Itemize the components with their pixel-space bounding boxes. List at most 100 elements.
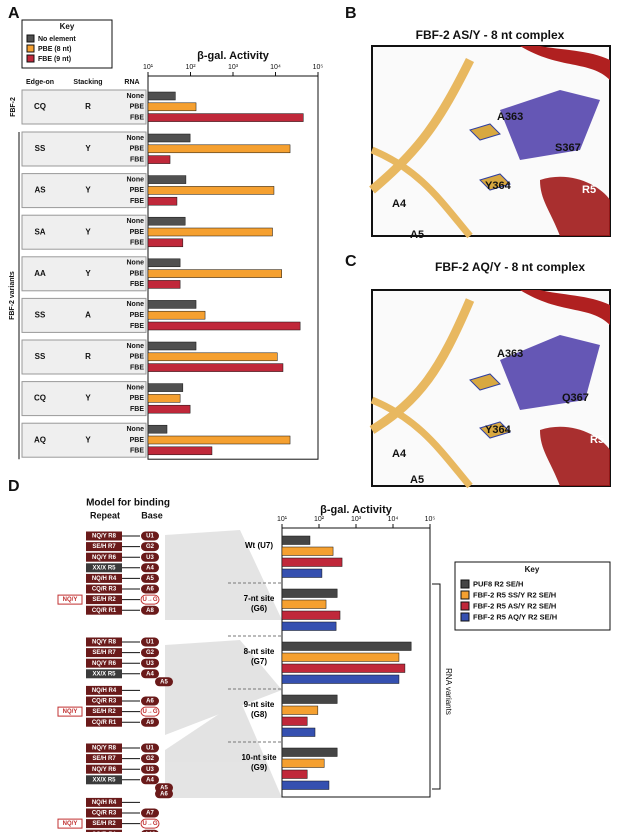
connector-wedges	[165, 530, 282, 798]
repeat-box	[86, 552, 122, 562]
repeat-box	[86, 696, 122, 706]
category-label: 9-nt site (G8)	[243, 700, 275, 719]
bar	[281, 652, 400, 662]
stacking-label: Y	[85, 227, 91, 236]
residue-label: Y364	[485, 424, 512, 436]
structure-b	[369, 45, 611, 239]
repeat-label: XX/X R5	[92, 671, 116, 677]
base-pill	[155, 789, 173, 799]
repeat-box	[86, 563, 122, 573]
base-label: U3	[146, 661, 154, 667]
repeat-box	[86, 648, 122, 658]
residue-label: A5	[410, 229, 424, 241]
repeat-label: SE/H R7	[92, 650, 116, 656]
rna-label: PBE	[130, 395, 145, 402]
base-pill	[141, 563, 159, 573]
residue-label: R5	[590, 434, 604, 446]
x-tick-label: 10³	[351, 516, 362, 523]
edge-on-label: AQ	[34, 435, 46, 444]
rna-label: None	[127, 384, 145, 391]
edge-on-label: AA	[34, 269, 46, 278]
panel-letter: B	[345, 5, 357, 22]
base-pill	[141, 717, 159, 727]
rna-label: None	[127, 301, 145, 308]
mutation-label: NQ/Y	[63, 821, 78, 827]
repeat-label: CQ/R R3	[92, 587, 117, 593]
base-pill	[140, 706, 160, 717]
repeat-label: NQ/H R4	[92, 576, 117, 582]
rna-label: PBE	[130, 146, 145, 153]
residue-label: R5	[582, 184, 596, 196]
repeat-label: NQ/H R4	[92, 800, 117, 806]
repeat-label: NQ/Y R8	[92, 640, 117, 646]
base-label: A8	[146, 608, 154, 614]
column-header: RNA	[124, 79, 139, 86]
category-text: 9-nt site (G8)	[243, 700, 275, 719]
side-label: RNA variants	[444, 668, 453, 715]
rna-label: PBE	[130, 270, 145, 277]
bar	[147, 91, 176, 101]
x-tick-label: 10²	[185, 64, 196, 71]
repeat-label: CQ/R R1	[92, 720, 117, 726]
column-header: Edge-on	[26, 79, 54, 86]
legend-label: PUF8 R2 SE/H	[473, 579, 523, 588]
rna-label: FBE	[130, 406, 144, 413]
base-header: Base	[141, 510, 163, 520]
base-pill	[141, 658, 159, 668]
base-pill	[141, 552, 159, 562]
bar	[147, 175, 187, 184]
bar	[281, 599, 327, 609]
repeat-box	[86, 764, 122, 774]
bar	[281, 727, 316, 737]
panel-letter: D	[8, 478, 20, 495]
bar	[147, 133, 191, 143]
base-label: A4	[146, 671, 154, 677]
bar	[147, 144, 291, 154]
group-box	[21, 381, 147, 417]
legend-label: No element	[38, 36, 76, 43]
legend-title: Key	[525, 565, 540, 574]
legend-swatch	[460, 601, 470, 611]
bar	[281, 705, 319, 715]
repeat-label: SE/H R2	[92, 821, 116, 827]
base-label: A5	[160, 679, 168, 685]
residue-label: Q367	[562, 392, 589, 404]
base-label: A6	[146, 699, 154, 705]
rna-label: None	[127, 260, 145, 267]
group-box	[21, 89, 147, 125]
residue-label: S367	[555, 142, 581, 154]
bar	[147, 102, 197, 112]
x-tick-label: 10⁵	[425, 516, 436, 523]
legend-label: FBF-2 R5 AQ/Y R2 SE/H	[473, 612, 557, 621]
category-text: 8-nt site (G7)	[243, 647, 275, 666]
base-pill	[141, 531, 159, 541]
mutation-box	[57, 594, 83, 605]
rna-label: FBE	[130, 114, 144, 121]
bar	[147, 363, 284, 372]
bar	[281, 747, 338, 757]
category-text: Wt (U7)	[245, 541, 273, 550]
bar	[281, 557, 343, 567]
base-pill	[141, 764, 159, 774]
legend-swatch	[460, 590, 470, 600]
repeat-label: NQ/Y R6	[92, 661, 117, 667]
bar	[281, 663, 406, 673]
edge-on-label: SS	[35, 144, 46, 153]
repeat-header: Repeat	[90, 510, 120, 520]
rna-label: PBE	[130, 312, 145, 319]
base-pill	[141, 754, 159, 764]
repeat-box	[86, 685, 122, 695]
group-box	[21, 339, 147, 375]
base-label: G2	[146, 650, 155, 656]
category-label: 8-nt site (G7)	[243, 647, 275, 666]
base-label: A5	[160, 785, 168, 791]
model-title: Model for binding	[86, 498, 170, 509]
legend-label: FBF-2 R5 AS/Y R2 SE/H	[473, 601, 556, 610]
x-tick-label: 10⁴	[388, 516, 399, 523]
repeat-box	[86, 573, 122, 583]
x-tick-label: 10²	[314, 516, 325, 523]
bar	[147, 269, 282, 278]
base-pill	[141, 775, 159, 785]
repeat-box	[86, 584, 122, 594]
stacking-label: Y	[85, 435, 91, 444]
